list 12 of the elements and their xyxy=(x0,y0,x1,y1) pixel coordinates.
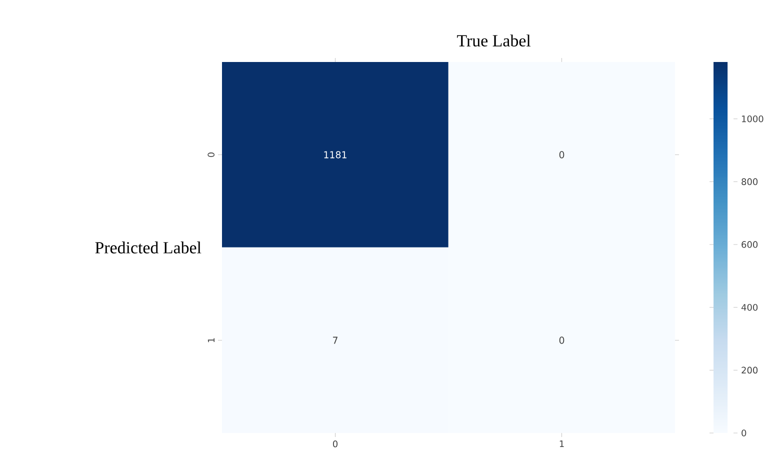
color-bar-label: 600 xyxy=(742,241,758,248)
data-label: 0 xyxy=(559,336,564,344)
color-bar-label: 1000 xyxy=(742,115,764,122)
x-axis-title: True Label xyxy=(457,34,531,46)
y-axis-title: Predicted Label xyxy=(95,242,202,254)
data-label: 7 xyxy=(333,336,338,344)
color-bar-label: 200 xyxy=(742,366,758,374)
color-bar-label: 0 xyxy=(742,430,746,436)
color-bar-label: 400 xyxy=(741,304,758,311)
data-label: 0 xyxy=(559,151,564,158)
data-label: 1181 xyxy=(324,151,346,158)
color-bar-label: 800 xyxy=(742,178,758,186)
